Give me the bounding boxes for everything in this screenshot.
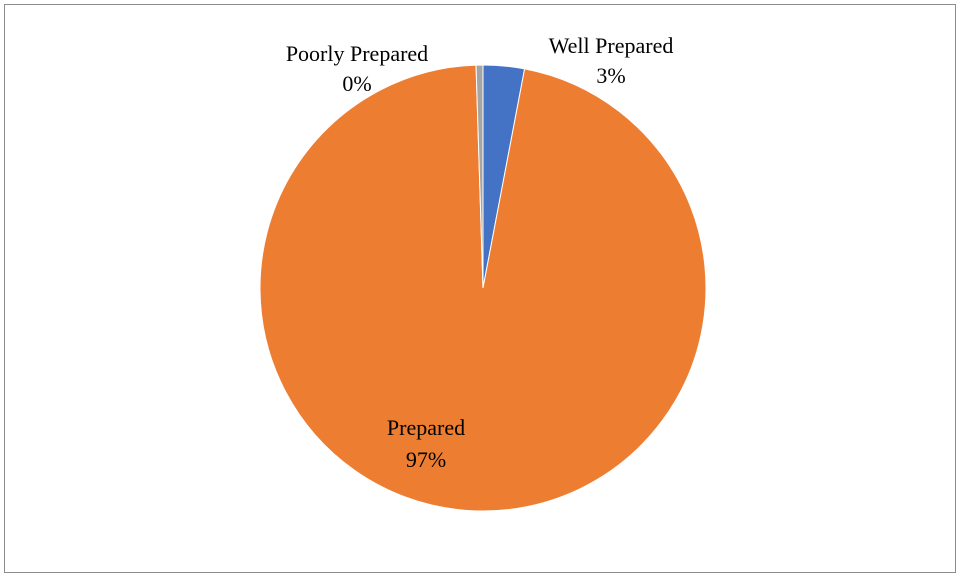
label-well-prepared-value: 3% bbox=[596, 63, 625, 88]
pie-labels: Well Prepared 3% Prepared 97% Poorly Pre… bbox=[286, 33, 674, 472]
label-prepared-value: 97% bbox=[406, 447, 446, 472]
pie-slice-poorly-prepared bbox=[475, 64, 484, 289]
chart-area: Well Prepared 3% Prepared 97% Poorly Pre… bbox=[4, 4, 956, 573]
label-poorly-prepared-name: Poorly Prepared bbox=[286, 41, 428, 66]
pie-slices bbox=[259, 64, 707, 512]
pie-chart: Well Prepared 3% Prepared 97% Poorly Pre… bbox=[259, 33, 707, 512]
label-prepared-name: Prepared bbox=[387, 415, 465, 440]
label-well-prepared-name: Well Prepared bbox=[549, 33, 674, 58]
pie-slice-prepared bbox=[259, 64, 707, 512]
label-poorly-prepared-value: 0% bbox=[342, 71, 371, 96]
